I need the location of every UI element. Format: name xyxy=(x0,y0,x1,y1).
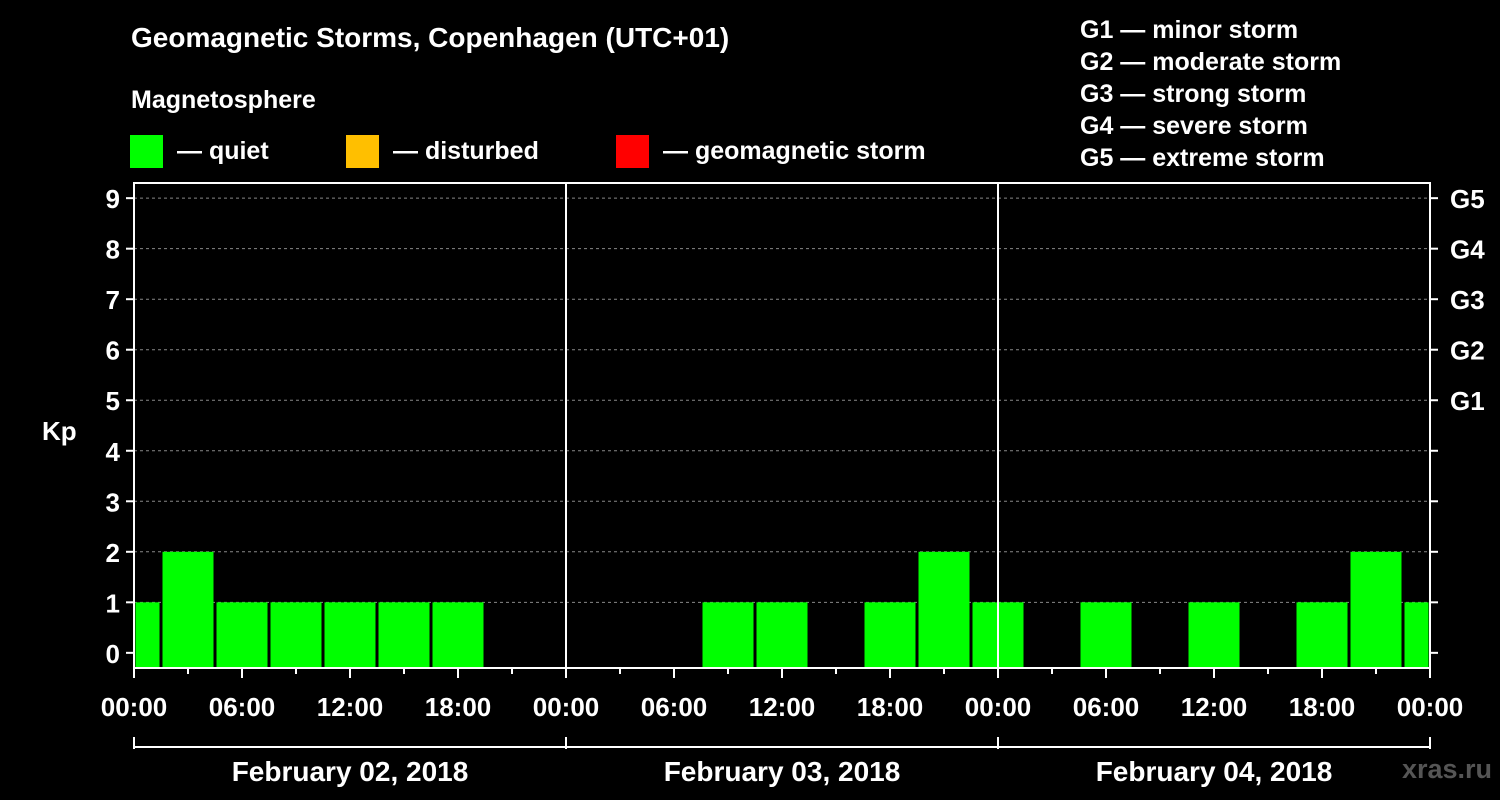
right-label-g4: G4 xyxy=(1450,235,1485,265)
scale-g5: G5 — extreme storm xyxy=(1080,144,1325,172)
day-label-1: February 03, 2018 xyxy=(664,756,901,787)
plot-frame xyxy=(133,182,1431,669)
bar-4 xyxy=(324,602,376,668)
bar-3 xyxy=(270,602,322,668)
bar-13 xyxy=(1188,602,1240,668)
right-label-g1: G1 xyxy=(1450,386,1485,416)
y-tick-label-1: 1 xyxy=(106,588,120,618)
bar-6 xyxy=(432,602,484,668)
legend-disturbed-swatch xyxy=(346,134,379,168)
x-tick-label-2: 12:00 xyxy=(317,692,384,722)
y-tick-label-7: 7 xyxy=(106,285,120,315)
x-tick-label-1: 06:00 xyxy=(209,692,276,722)
bar-7 xyxy=(702,602,754,668)
y-tick-label-4: 4 xyxy=(106,437,121,467)
bar-12 xyxy=(1080,602,1132,668)
bar-16 xyxy=(1404,602,1429,668)
bar-10 xyxy=(918,551,970,668)
x-tick-label-8: 00:00 xyxy=(965,692,1032,722)
x-tick-label-9: 06:00 xyxy=(1073,692,1140,722)
bar-14 xyxy=(1296,602,1348,668)
legend-disturbed-label: — disturbed xyxy=(393,136,539,165)
legend-quiet-label: — quiet xyxy=(177,136,269,165)
y-tick-label-9: 9 xyxy=(106,184,120,214)
bar-0 xyxy=(135,602,160,668)
legend-disturbed: — disturbed xyxy=(346,134,539,168)
legend-storm: — geomagnetic storm xyxy=(616,134,926,168)
x-tick-label-3: 18:00 xyxy=(425,692,492,722)
y-tick-label-2: 2 xyxy=(106,538,120,568)
right-label-g3: G3 xyxy=(1450,285,1485,315)
x-tick-label-7: 18:00 xyxy=(857,692,924,722)
legend-quiet-swatch xyxy=(130,134,163,168)
day-label-2: February 04, 2018 xyxy=(1096,756,1333,787)
y-tick-label-3: 3 xyxy=(106,487,120,517)
x-tick-label-10: 12:00 xyxy=(1181,692,1248,722)
x-tick-label-4: 00:00 xyxy=(533,692,600,722)
storm-scale-legend: G1 — minor storm G2 — moderate storm G3 … xyxy=(1080,14,1341,174)
scale-g4: G4 — severe storm xyxy=(1080,112,1308,140)
y-axis-label: Kp xyxy=(42,416,77,446)
x-tick-label-5: 06:00 xyxy=(641,692,708,722)
watermark: xras.ru xyxy=(1401,754,1492,784)
bar-15 xyxy=(1350,551,1402,668)
chart-title: Geomagnetic Storms, Copenhagen (UTC+01) xyxy=(131,22,730,53)
scale-g1: G1 — minor storm xyxy=(1080,16,1299,44)
bar-1 xyxy=(162,551,214,668)
y-tick-label-8: 8 xyxy=(106,235,120,265)
bar-5 xyxy=(378,602,430,668)
bar-9 xyxy=(864,602,916,668)
day-label-0: February 02, 2018 xyxy=(232,756,469,787)
scale-g2: G2 — moderate storm xyxy=(1080,48,1342,76)
x-tick-label-6: 12:00 xyxy=(749,692,816,722)
legend-storm-label: — geomagnetic storm xyxy=(663,136,926,165)
x-tick-label-11: 18:00 xyxy=(1289,692,1356,722)
y-tick-label-5: 5 xyxy=(106,386,120,416)
bar-2 xyxy=(216,602,268,668)
x-tick-label-12: 00:00 xyxy=(1397,692,1464,722)
legend-quiet: — quiet xyxy=(130,134,269,168)
y-tick-label-6: 6 xyxy=(106,336,120,366)
right-label-g5: G5 xyxy=(1450,184,1485,214)
legend-storm-swatch xyxy=(616,134,649,168)
y-tick-label-0: 0 xyxy=(106,639,120,669)
bar-8 xyxy=(756,602,808,668)
chart-subtitle: Magnetosphere xyxy=(131,86,316,114)
x-tick-label-0: 00:00 xyxy=(101,692,168,722)
right-label-g2: G2 xyxy=(1450,336,1485,366)
scale-g3: G3 — strong storm xyxy=(1080,80,1307,108)
